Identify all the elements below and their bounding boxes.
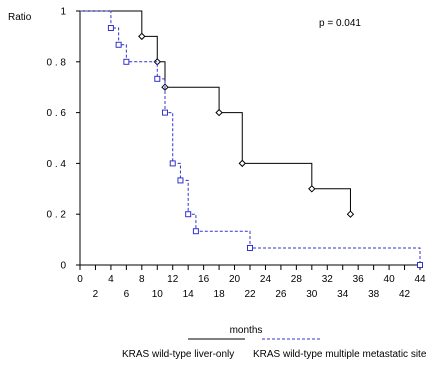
x-tick-label: 4 — [108, 274, 114, 285]
data-point-square — [169, 160, 176, 167]
data-point-square — [154, 75, 161, 82]
x-tick-label: 2 — [93, 289, 99, 300]
data-point-square — [177, 177, 184, 184]
data-point-square — [192, 228, 199, 235]
data-point-diamond — [346, 210, 355, 218]
x-tick-label: 26 — [275, 289, 287, 300]
x-tick-label: 14 — [183, 289, 195, 300]
x-tick-label: 38 — [368, 289, 380, 300]
x-tick-label: 44 — [414, 274, 426, 285]
x-tick-label: 6 — [124, 289, 130, 300]
p-value-annotation: p = 0.041 — [319, 18, 361, 29]
data-point-square — [107, 25, 114, 32]
y-tick-label: 0 . 6 — [47, 108, 67, 119]
x-tick-label: 12 — [167, 274, 179, 285]
y-tick-label: 0 . 8 — [47, 57, 67, 68]
data-point-square — [185, 211, 192, 218]
x-axis-title: months — [230, 325, 263, 336]
data-point-diamond — [138, 32, 146, 41]
y-tick-label: 0 . 4 — [47, 159, 67, 170]
x-tick-label: 18 — [214, 289, 226, 300]
data-point-diamond — [308, 185, 316, 193]
x-tick-label: 10 — [152, 289, 164, 300]
x-tick-label: 0 — [77, 274, 83, 285]
y-tick-label: 0 — [60, 261, 66, 272]
data-point-square — [123, 58, 130, 65]
data-point-square — [417, 262, 423, 268]
x-tick-label: 34 — [337, 289, 349, 300]
legend-label-liver-only: KRAS wild-type liver-only — [122, 349, 234, 360]
legend: KRAS wild-type liver-only KRAS wild-type… — [122, 338, 427, 360]
axes: 00 . 20 . 40 . 60 . 810 4 8 12 16 20 24 28 32 36 4… — [47, 7, 426, 301]
y-axis-title: Ratio — [8, 12, 32, 23]
x-tick-label: 42 — [399, 289, 411, 300]
x-tick-label: 8 — [139, 274, 145, 285]
x-tick-label: 20 — [229, 274, 241, 285]
series-line-1 — [80, 10, 421, 265]
y-tick-label: 0 . 2 — [47, 210, 67, 221]
x-tick-label: 40 — [384, 274, 396, 285]
x-tick-label: 30 — [306, 289, 318, 300]
series-layer — [80, 10, 423, 268]
x-tick-label: 22 — [244, 289, 256, 300]
x-tick-label: 24 — [260, 274, 272, 285]
data-point-square — [162, 109, 168, 116]
x-tick-label: 16 — [198, 274, 210, 285]
x-tick-label: 32 — [322, 274, 334, 285]
data-point-diamond — [215, 108, 223, 117]
series-line-0 — [80, 10, 351, 215]
y-tick-label: 1 — [60, 7, 66, 18]
x-tick-label: 36 — [353, 274, 365, 285]
data-point-diamond — [238, 159, 246, 168]
data-point-square — [247, 244, 253, 251]
legend-label-multiple-metastatic: KRAS wild-type multiple metastatic site — [253, 349, 427, 360]
x-tick-label: 28 — [291, 274, 303, 285]
data-point-square — [115, 41, 122, 48]
